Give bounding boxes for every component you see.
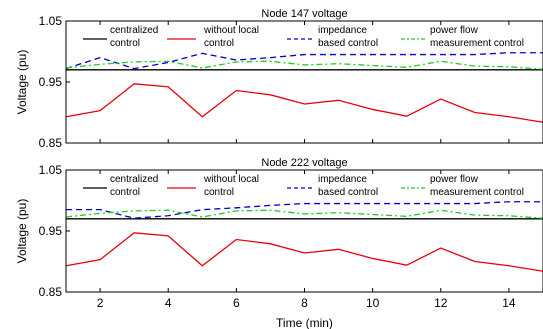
legend-label-3-line2: based control <box>318 38 378 49</box>
legend-label-4-line2: measurement control <box>430 187 524 198</box>
x-axis-label: Time (min) <box>276 316 333 329</box>
chart-title: Node 147 voltage <box>261 8 347 20</box>
series-line-2 <box>66 232 543 272</box>
legend-label-2-line1: without local <box>203 25 259 36</box>
y-axis-label: Voltage (pu) <box>15 50 29 115</box>
legend-label-1-line2: control <box>110 187 140 198</box>
legend-label-3-line1: impedance <box>318 174 367 185</box>
x-tick-label: 6 <box>233 296 240 310</box>
legend-label-2-line2: control <box>204 187 234 198</box>
chart-title: Node 222 voltage <box>261 157 347 169</box>
x-tick-label: 2 <box>97 296 104 310</box>
legend-label-3-line1: impedance <box>318 25 367 36</box>
y-tick-label: 0.85 <box>39 136 63 150</box>
legend: centralized control without local control im… <box>83 25 524 49</box>
legend-label-1-line2: control <box>110 38 140 49</box>
legend-label-3-line2: based control <box>318 187 378 198</box>
legend: centralized control without local control im… <box>83 174 524 198</box>
legend-label-1-line1: centralized <box>110 25 158 36</box>
y-axis-label: Voltage (pu) <box>15 199 29 264</box>
y-tick-label: 0.95 <box>39 224 63 238</box>
series-line-4 <box>66 60 543 70</box>
legend-label-4-line2: measurement control <box>430 38 524 49</box>
chart-panel-1: Node 147 voltage 0.85 0.95 1.05 Voltage (pu)… <box>15 8 543 150</box>
legend-label-4-line1: power flow <box>430 25 479 36</box>
series-line-3 <box>66 201 543 219</box>
x-tick-label: 8 <box>301 296 308 310</box>
x-tick-label: 4 <box>165 296 172 310</box>
legend-label-2-line2: control <box>204 38 234 49</box>
x-tick-label: 14 <box>502 296 516 310</box>
y-tick-label: 0.85 <box>39 285 63 299</box>
x-tick-label: 10 <box>366 296 380 310</box>
y-tick-label: 1.05 <box>39 163 63 177</box>
y-tick-label: 0.95 <box>39 75 63 89</box>
y-tick-label: 1.05 <box>39 14 63 28</box>
legend-label-4-line1: power flow <box>430 174 479 185</box>
series-line-3 <box>66 52 543 70</box>
series-line-2 <box>66 83 543 123</box>
legend-label-2-line1: without local <box>203 174 259 185</box>
x-tick-label: 12 <box>434 296 448 310</box>
chart-panel-2: Node 222 voltage 0.85 0.95 1.05 2 4 6 8 10 12 14 Vo… <box>15 157 543 329</box>
legend-label-1-line1: centralized <box>110 174 158 185</box>
series-line-4 <box>66 209 543 219</box>
